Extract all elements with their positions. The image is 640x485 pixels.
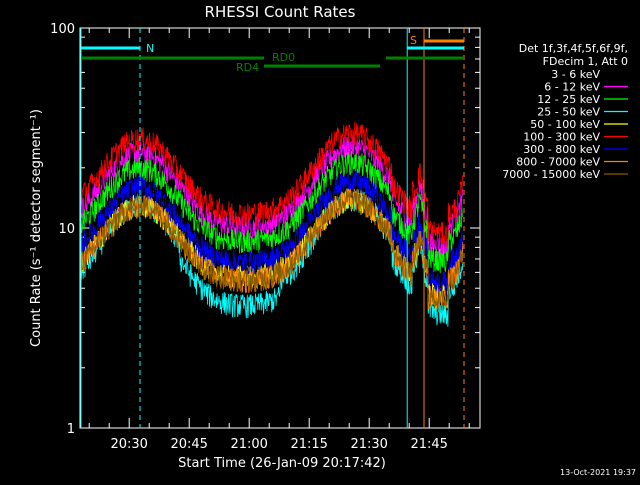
legend-entry-7: 800 - 7000 keV (516, 156, 600, 169)
y-tick-label-10: 10 (58, 222, 75, 237)
x-tick-label: 20:30 (110, 437, 147, 452)
legend-header-detectors: Det 1f,3f,4f,5f,6f,9f, (519, 42, 628, 55)
legend-entry-3: 25 - 50 keV (537, 106, 600, 119)
series-line-2 (81, 150, 464, 274)
y-tick-label-1: 1 (67, 422, 75, 437)
x-tick-label: 20:45 (170, 437, 207, 452)
x-tick-label: 21:45 (410, 437, 447, 452)
legend-header-fdecim: FDecim 1, Att 0 (543, 55, 628, 68)
x-tick-label: 21:30 (350, 437, 387, 452)
x-tick-label: 21:15 (290, 437, 327, 452)
x-tick-label: 21:00 (230, 437, 267, 452)
series-line-1 (81, 134, 464, 260)
legend-entry-2: 12 - 25 keV (537, 93, 600, 106)
plot-content: 20:30 20:45 21:00 21:15 21:30 21:45 3 - 6 keV6… (80, 27, 628, 452)
legend-entry-8: 7000 - 15000 keV (502, 168, 600, 181)
legend-entry-1: 6 - 12 keV (544, 81, 600, 94)
series-line-8 (81, 188, 464, 311)
x-axis-label: Start Time (26-Jan-09 20:17:42) (178, 456, 386, 471)
legend-entry-0: 3 - 6 keV (551, 68, 600, 81)
chart-title: RHESSI Count Rates (205, 3, 356, 21)
y-axis-label: Count Rate (s⁻¹ detector segment⁻¹) (29, 109, 44, 347)
rd0-label: RD0 (272, 51, 295, 64)
saa-label-s: S (410, 34, 417, 47)
rd4-label: RD4 (236, 61, 259, 74)
legend-entry-5: 100 - 300 keV (523, 131, 600, 144)
series-line-5 (81, 121, 464, 248)
legend-entry-6: 300 - 800 keV (523, 143, 600, 156)
y-tick-label-100: 100 (50, 22, 75, 37)
night-label-n: N (146, 42, 154, 55)
footer-timestamp: 13-Oct-2021 19:37 (560, 468, 636, 477)
legend-entry-4: 50 - 100 keV (530, 118, 600, 131)
series-line-6 (81, 170, 464, 296)
